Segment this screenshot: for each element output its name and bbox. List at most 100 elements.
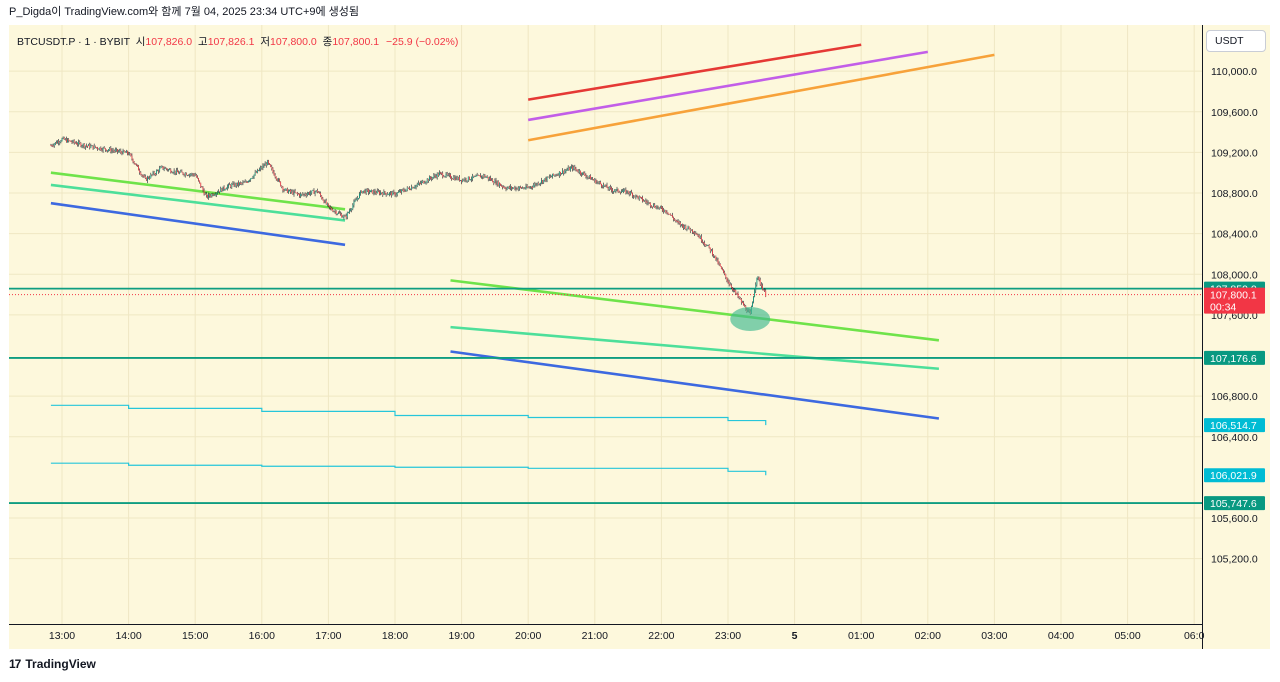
snapshot-title: P_Digda이 TradingView.com와 함께 7월 04, 2025… bbox=[9, 6, 360, 18]
candle-body bbox=[525, 185, 527, 189]
candle-body bbox=[487, 176, 489, 180]
candle-body bbox=[230, 185, 232, 188]
candle-body bbox=[494, 180, 496, 184]
candle-body bbox=[130, 153, 132, 156]
candle-body bbox=[676, 220, 678, 222]
chart-area[interactable]: 110,000.0 109,600.0 109,200.0 108,800.0 108,… bbox=[9, 25, 1270, 649]
trendline bbox=[50, 171, 346, 211]
candle-body bbox=[84, 145, 86, 148]
candle-body bbox=[564, 170, 566, 174]
candle-body bbox=[169, 169, 171, 171]
candle-body bbox=[138, 165, 139, 171]
candle-body bbox=[82, 144, 84, 146]
candle-body bbox=[483, 174, 485, 177]
candle-body bbox=[467, 176, 469, 181]
candle-body bbox=[472, 175, 474, 179]
candle-body bbox=[212, 193, 214, 196]
change-value: −25.9 (−0.02%) bbox=[385, 36, 459, 48]
candle-body bbox=[362, 191, 364, 193]
candle-body bbox=[583, 172, 585, 174]
candle-body bbox=[178, 172, 179, 174]
candle-body bbox=[657, 206, 659, 209]
candle-body bbox=[144, 176, 146, 179]
candle-body bbox=[171, 172, 173, 174]
candle-body bbox=[383, 191, 385, 195]
candle-body bbox=[526, 185, 528, 188]
candle-body bbox=[124, 151, 126, 153]
price-chart[interactable]: 110,000.0 109,600.0 109,200.0 108,800.0 108,… bbox=[9, 25, 1270, 649]
trendline bbox=[50, 183, 346, 222]
candle-body bbox=[505, 188, 507, 190]
candle-body bbox=[410, 189, 411, 191]
candle-body bbox=[470, 179, 471, 181]
candle-body bbox=[263, 165, 265, 167]
candle-body bbox=[349, 210, 350, 213]
candle-body bbox=[446, 173, 448, 175]
candle-body bbox=[733, 289, 734, 291]
candle-body bbox=[644, 200, 646, 202]
candle-body bbox=[332, 209, 334, 212]
price-axis-badge: 106,021.9 bbox=[1204, 468, 1265, 483]
candle-body bbox=[454, 177, 456, 180]
candle-body bbox=[242, 182, 244, 184]
candle-body bbox=[421, 181, 423, 184]
candle-body bbox=[591, 178, 592, 180]
candle-body bbox=[142, 175, 144, 177]
candle-body bbox=[558, 171, 560, 176]
candle-body bbox=[202, 187, 204, 191]
candle-body bbox=[699, 236, 701, 239]
candle-body bbox=[562, 170, 564, 174]
candle-body bbox=[192, 173, 194, 175]
y-tick-label: 109,200.0 bbox=[1211, 147, 1258, 159]
candle-body bbox=[357, 198, 359, 199]
candle-body bbox=[325, 200, 327, 205]
low-value: 107,800.0 bbox=[270, 36, 317, 48]
candle-body bbox=[504, 187, 506, 189]
candle-body bbox=[301, 194, 303, 195]
candle-body bbox=[629, 191, 631, 194]
candle-body bbox=[502, 186, 504, 188]
candle-body bbox=[73, 140, 75, 143]
candle-body bbox=[238, 182, 239, 185]
candle-body bbox=[412, 187, 414, 189]
candle-body bbox=[361, 190, 363, 193]
x-tick-label: 21:00 bbox=[582, 630, 608, 642]
candle-body bbox=[53, 143, 55, 146]
candle-body bbox=[710, 249, 712, 251]
symbol-label[interactable]: BTCUSDT.P · 1 · BYBIT bbox=[17, 36, 130, 48]
candle-body bbox=[647, 202, 649, 204]
candle-body bbox=[137, 164, 138, 166]
currency-button[interactable]: USDT bbox=[1206, 30, 1266, 52]
candle-body bbox=[108, 150, 110, 151]
candle-body bbox=[670, 214, 672, 216]
candle-body bbox=[114, 149, 116, 152]
candle-body bbox=[140, 172, 142, 175]
candle-body bbox=[491, 179, 492, 181]
candle-body bbox=[76, 143, 77, 145]
candle-body bbox=[618, 191, 620, 193]
candle-body bbox=[97, 147, 98, 149]
candle-body bbox=[311, 190, 313, 193]
candle-body bbox=[399, 191, 400, 193]
candle-body bbox=[147, 177, 148, 181]
candle-body bbox=[184, 173, 186, 176]
candle-body bbox=[371, 190, 373, 191]
candle-body bbox=[755, 284, 757, 291]
candle-body bbox=[343, 215, 345, 218]
y-tick-label: 105,600.0 bbox=[1211, 513, 1258, 525]
candle-body bbox=[395, 194, 397, 196]
candle-body bbox=[720, 266, 722, 269]
candle-body bbox=[631, 191, 632, 194]
candle-body bbox=[501, 185, 502, 187]
candle-body bbox=[223, 186, 225, 190]
candle-body bbox=[423, 181, 425, 184]
candle-body bbox=[304, 193, 306, 195]
candle-body bbox=[727, 280, 729, 283]
candle-body bbox=[462, 179, 464, 182]
candle-body bbox=[645, 200, 647, 202]
candle-body bbox=[249, 180, 250, 181]
price-axis-badge: 107,800.100:34 bbox=[1204, 287, 1265, 314]
candle-body bbox=[333, 211, 335, 213]
candle-body bbox=[107, 150, 108, 152]
candle-body bbox=[703, 242, 704, 244]
